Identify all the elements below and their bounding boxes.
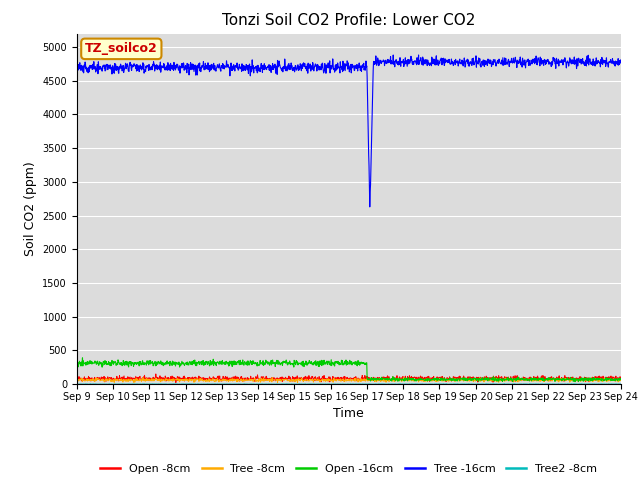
Title: Tonzi Soil CO2 Profile: Lower CO2: Tonzi Soil CO2 Profile: Lower CO2 bbox=[222, 13, 476, 28]
Text: TZ_soilco2: TZ_soilco2 bbox=[85, 42, 157, 55]
X-axis label: Time: Time bbox=[333, 407, 364, 420]
Legend: Open -8cm, Tree -8cm, Open -16cm, Tree -16cm, Tree2 -8cm: Open -8cm, Tree -8cm, Open -16cm, Tree -… bbox=[96, 460, 602, 479]
Y-axis label: Soil CO2 (ppm): Soil CO2 (ppm) bbox=[24, 161, 36, 256]
